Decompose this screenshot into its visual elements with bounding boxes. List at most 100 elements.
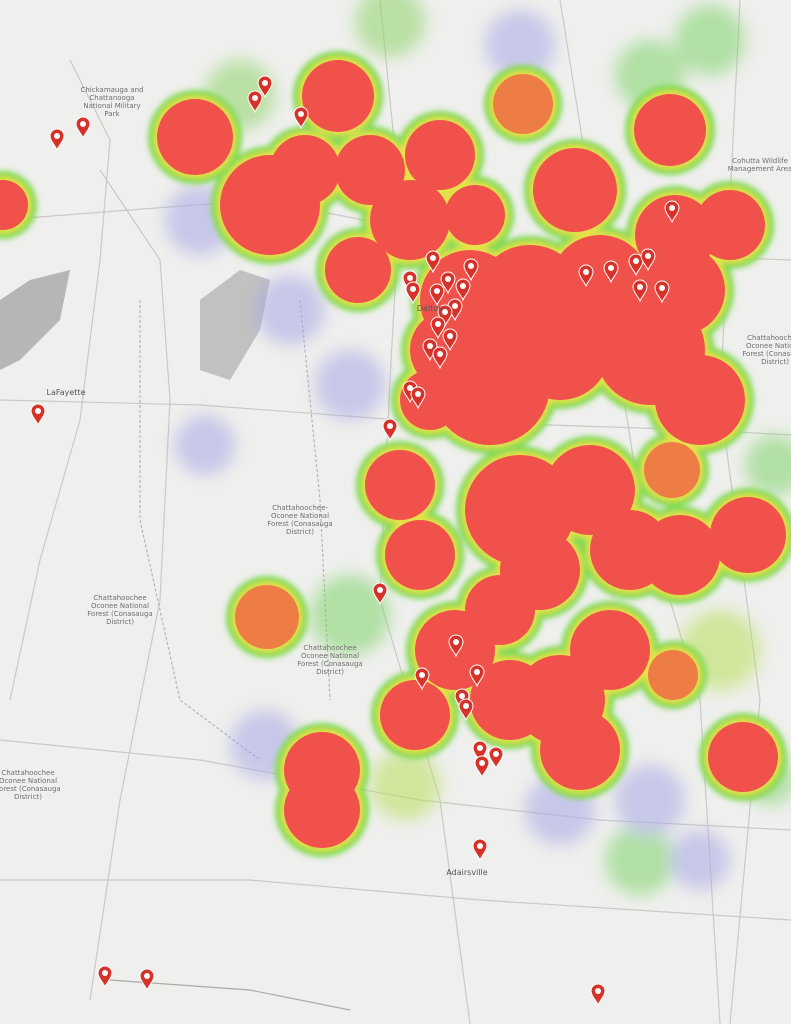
marker-pin[interactable] (432, 346, 448, 370)
marker[interactable] (405, 281, 421, 305)
marker[interactable] (664, 200, 680, 224)
marker-dot[interactable] (463, 703, 469, 709)
marker-dot[interactable] (669, 205, 675, 211)
marker-dot[interactable] (608, 265, 614, 271)
marker-pin[interactable] (488, 746, 504, 770)
marker-pin[interactable] (410, 386, 426, 410)
marker-dot[interactable] (387, 423, 393, 429)
marker-dot[interactable] (434, 288, 440, 294)
marker[interactable] (448, 634, 464, 658)
marker[interactable] (488, 746, 504, 770)
marker-dot[interactable] (102, 970, 108, 976)
marker[interactable] (578, 264, 594, 288)
marker[interactable] (425, 250, 441, 274)
marker-pin[interactable] (469, 664, 485, 688)
marker-pin[interactable] (75, 116, 91, 140)
marker-pin[interactable] (440, 271, 456, 295)
marker-pin[interactable] (293, 106, 309, 130)
marker-pin[interactable] (472, 740, 488, 764)
marker-dot[interactable] (477, 745, 483, 751)
marker-dot[interactable] (460, 283, 466, 289)
marker-pin[interactable] (628, 253, 644, 277)
marker-dot[interactable] (468, 263, 474, 269)
marker-dot[interactable] (144, 973, 150, 979)
marker-dot[interactable] (645, 253, 651, 259)
marker-pin[interactable] (472, 838, 488, 862)
marker[interactable] (414, 667, 430, 691)
marker-pin[interactable] (455, 278, 471, 302)
marker[interactable] (463, 258, 479, 282)
marker[interactable] (628, 253, 644, 277)
marker-dot[interactable] (427, 343, 433, 349)
marker-pin[interactable] (578, 264, 594, 288)
marker-dot[interactable] (262, 80, 268, 86)
marker-dot[interactable] (453, 639, 459, 645)
marker-dot[interactable] (583, 269, 589, 275)
marker[interactable] (75, 116, 91, 140)
marker-pin[interactable] (382, 418, 398, 442)
marker-dot[interactable] (459, 693, 465, 699)
marker[interactable] (632, 279, 648, 303)
marker-dot[interactable] (35, 408, 41, 414)
marker[interactable] (455, 278, 471, 302)
marker-pin[interactable] (448, 634, 464, 658)
marker-dot[interactable] (637, 284, 643, 290)
marker-dot[interactable] (477, 843, 483, 849)
marker[interactable] (430, 316, 446, 340)
marker-pin[interactable] (430, 316, 446, 340)
marker[interactable] (372, 582, 388, 606)
marker[interactable] (640, 248, 656, 272)
marker-dot[interactable] (407, 385, 413, 391)
marker-dot[interactable] (659, 285, 665, 291)
marker-pin[interactable] (97, 965, 113, 989)
marker[interactable] (432, 346, 448, 370)
marker-pin[interactable] (405, 281, 421, 305)
marker[interactable] (429, 283, 445, 307)
marker[interactable] (49, 128, 65, 152)
marker[interactable] (382, 418, 398, 442)
marker[interactable] (458, 698, 474, 722)
marker-dot[interactable] (479, 760, 485, 766)
marker-dot[interactable] (54, 133, 60, 139)
marker-dot[interactable] (377, 587, 383, 593)
marker-pin[interactable] (429, 283, 445, 307)
marker-dot[interactable] (419, 672, 425, 678)
marker[interactable] (139, 968, 155, 992)
marker[interactable] (30, 403, 46, 427)
marker-dot[interactable] (298, 111, 304, 117)
marker-dot[interactable] (437, 351, 443, 357)
marker-pin[interactable] (654, 280, 670, 304)
marker[interactable] (410, 386, 426, 410)
marker-pin[interactable] (603, 260, 619, 284)
marker-pin[interactable] (640, 248, 656, 272)
marker-pin[interactable] (257, 75, 273, 99)
marker-dot[interactable] (452, 303, 458, 309)
marker[interactable] (469, 664, 485, 688)
marker[interactable] (474, 755, 490, 779)
marker-dot[interactable] (445, 276, 451, 282)
marker-pin[interactable] (463, 258, 479, 282)
marker-pin[interactable] (590, 983, 606, 1007)
marker[interactable] (97, 965, 113, 989)
marker-dot[interactable] (407, 275, 413, 281)
marker-dot[interactable] (442, 309, 448, 315)
marker-dot[interactable] (595, 988, 601, 994)
marker-pin[interactable] (664, 200, 680, 224)
marker[interactable] (590, 983, 606, 1007)
marker-dot[interactable] (410, 286, 416, 292)
marker-pin[interactable] (458, 698, 474, 722)
marker-pin[interactable] (139, 968, 155, 992)
marker-dot[interactable] (474, 669, 480, 675)
marker-dot[interactable] (80, 121, 86, 127)
marker-pin[interactable] (632, 279, 648, 303)
marker[interactable] (257, 75, 273, 99)
marker-pin[interactable] (425, 250, 441, 274)
marker-pin[interactable] (372, 582, 388, 606)
marker[interactable] (442, 328, 458, 352)
marker-dot[interactable] (447, 333, 453, 339)
marker[interactable] (440, 271, 456, 295)
marker[interactable] (603, 260, 619, 284)
marker[interactable] (293, 106, 309, 130)
marker[interactable] (472, 838, 488, 862)
marker-dot[interactable] (252, 95, 258, 101)
